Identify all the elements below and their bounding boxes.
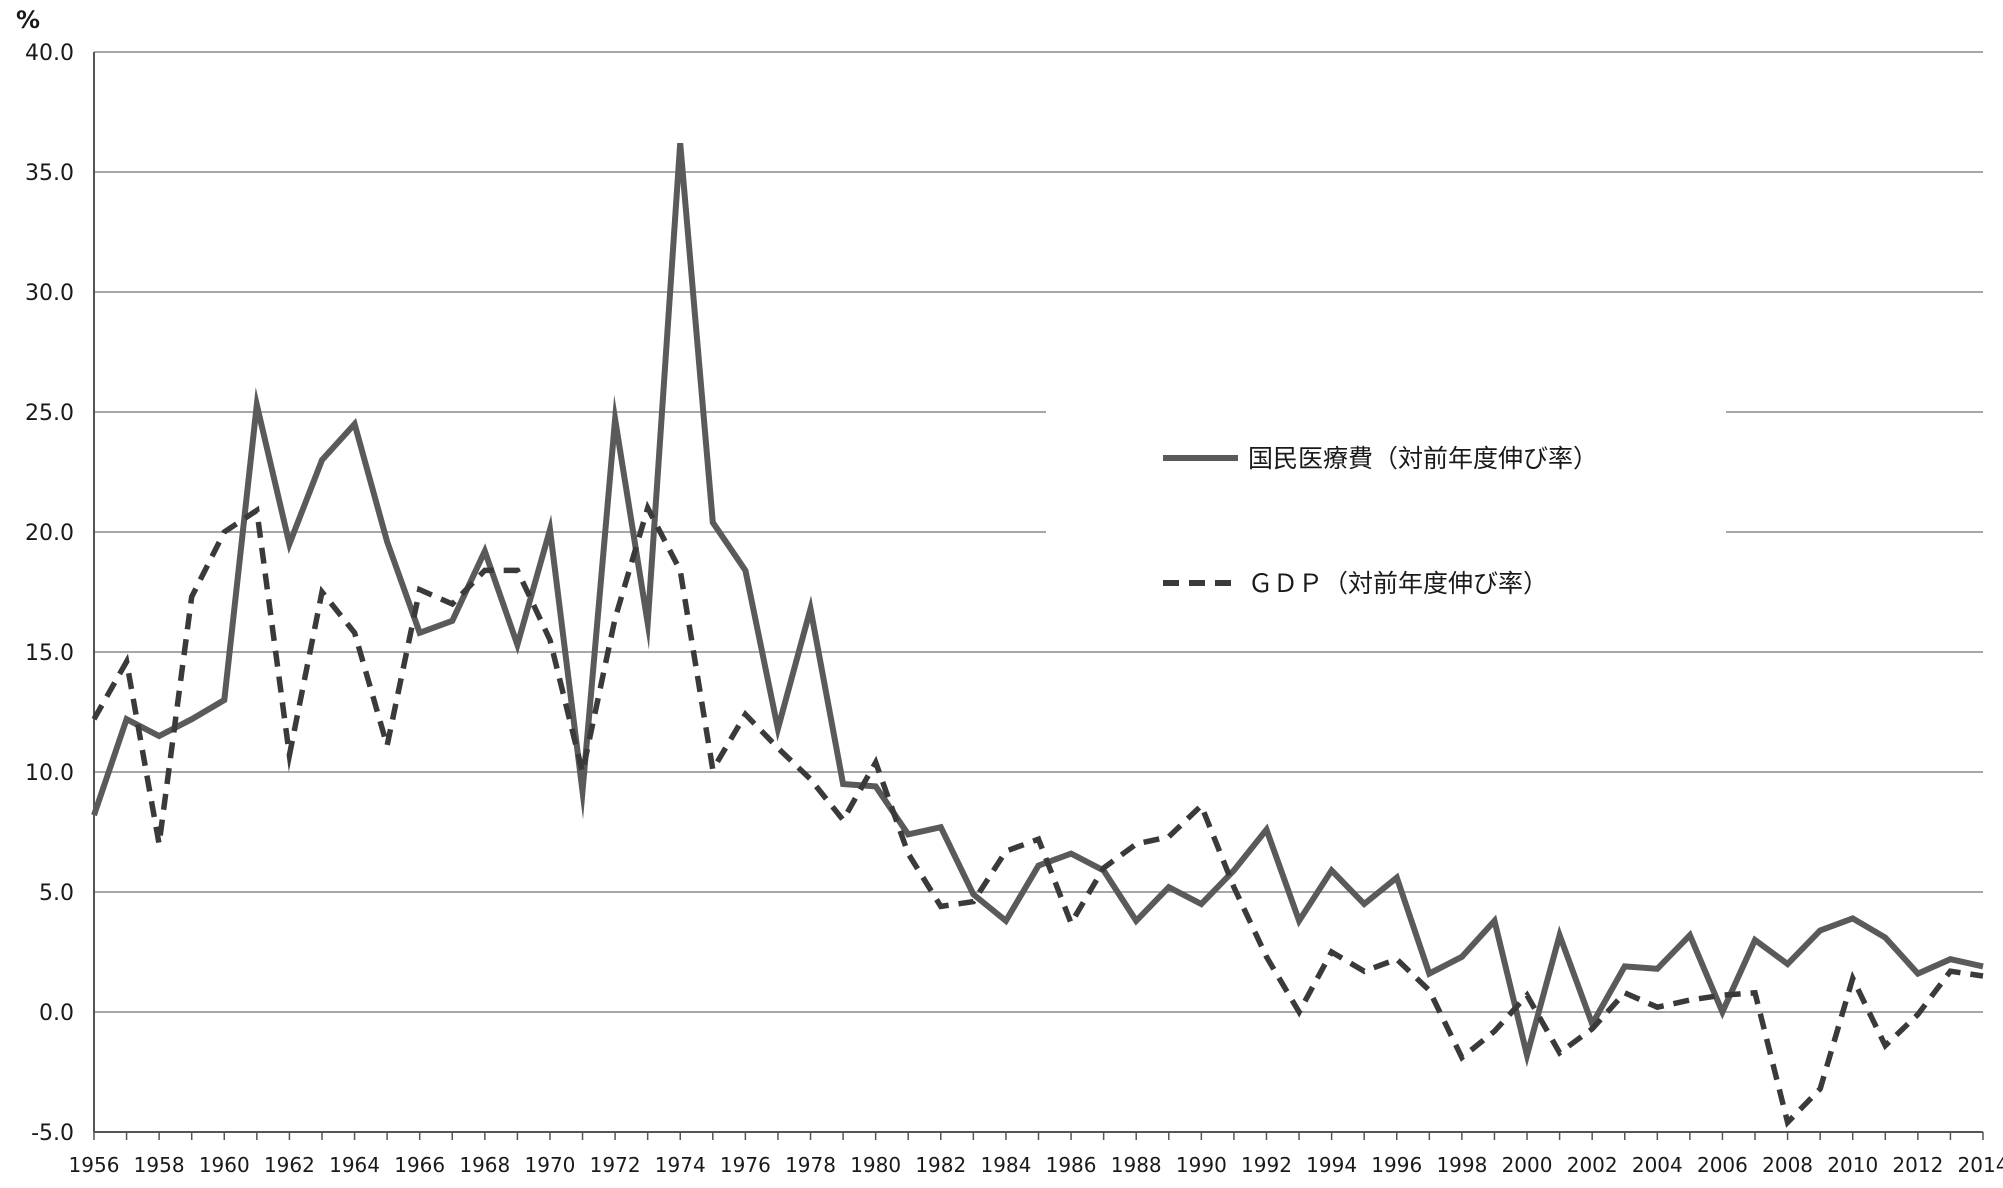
legend: 国民医療費（対前年度伸び率） ＧＤＰ（対前年度伸び率） bbox=[1163, 444, 1598, 598]
y-tick-label: 15.0 bbox=[25, 641, 74, 666]
x-tick-label: 1988 bbox=[1111, 1153, 1162, 1177]
x-tick-label: 1966 bbox=[394, 1153, 445, 1177]
y-tick-label: -5.0 bbox=[31, 1121, 74, 1146]
x-tick-label: 1982 bbox=[915, 1153, 966, 1177]
x-tick-label: 1976 bbox=[720, 1153, 771, 1177]
x-axis-ticks: 1956 1958 1960 1962 1964 1966 1968 1970 1972 1974… bbox=[69, 1132, 2003, 1177]
x-tick-label: 1958 bbox=[134, 1153, 185, 1177]
x-tick-label: 1974 bbox=[655, 1153, 706, 1177]
legend-mask bbox=[1046, 400, 1726, 610]
series-line-gdp bbox=[91, 500, 1984, 1128]
x-tick-label: 1998 bbox=[1436, 1153, 1487, 1177]
series-lines bbox=[91, 142, 1984, 1128]
series-line-medical-cost bbox=[91, 142, 1984, 1068]
legend-background bbox=[1046, 400, 1726, 610]
x-tick-label: 2002 bbox=[1567, 1153, 1618, 1177]
y-tick-label: 40.0 bbox=[25, 41, 74, 66]
y-tick-label: 35.0 bbox=[25, 161, 74, 186]
x-tick-label: 2014 bbox=[1958, 1153, 2003, 1177]
x-tick-label: 2012 bbox=[1892, 1153, 1943, 1177]
x-tick-label: 1992 bbox=[1241, 1153, 1292, 1177]
y-tick-label: 25.0 bbox=[25, 401, 74, 426]
x-tick-label: 1956 bbox=[69, 1153, 120, 1177]
x-tick-label: 1972 bbox=[590, 1153, 641, 1177]
legend-label-medical-cost: 国民医療費（対前年度伸び率） bbox=[1248, 444, 1598, 473]
x-tick-label: 1962 bbox=[264, 1153, 315, 1177]
y-tick-label: 5.0 bbox=[39, 881, 74, 906]
y-axis-ticks: 40.0 35.0 30.0 25.0 20.0 15.0 10.0 5.0 0.0 -5.0 bbox=[25, 41, 74, 1146]
x-tick-label: 2004 bbox=[1632, 1153, 1683, 1177]
x-tick-label: 1964 bbox=[329, 1153, 380, 1177]
x-tick-label: 1978 bbox=[785, 1153, 836, 1177]
y-tick-label: 10.0 bbox=[25, 761, 74, 786]
y-tick-label: 20.0 bbox=[25, 521, 74, 546]
y-tick-label: 30.0 bbox=[25, 281, 74, 306]
x-tick-label: 1960 bbox=[199, 1153, 250, 1177]
x-tick-label: 1968 bbox=[459, 1153, 510, 1177]
y-axis-unit-label: % bbox=[16, 6, 40, 34]
y-tick-label: 0.0 bbox=[39, 1001, 74, 1026]
x-tick-label: 1980 bbox=[850, 1153, 901, 1177]
x-tick-label: 1986 bbox=[1046, 1153, 1097, 1177]
x-tick-label: 1990 bbox=[1176, 1153, 1227, 1177]
legend-label-gdp: ＧＤＰ（対前年度伸び率） bbox=[1248, 569, 1548, 598]
x-tick-label: 1970 bbox=[525, 1153, 576, 1177]
x-tick-label: 1994 bbox=[1306, 1153, 1357, 1177]
x-tick-label: 2006 bbox=[1697, 1153, 1748, 1177]
x-tick-label: 1996 bbox=[1371, 1153, 1422, 1177]
x-tick-label: 2008 bbox=[1762, 1153, 1813, 1177]
x-tick-label: 1984 bbox=[980, 1153, 1031, 1177]
x-tick-label: 2000 bbox=[1502, 1153, 1553, 1177]
x-tick-label: 2010 bbox=[1827, 1153, 1878, 1177]
gridlines bbox=[93, 51, 1983, 1133]
